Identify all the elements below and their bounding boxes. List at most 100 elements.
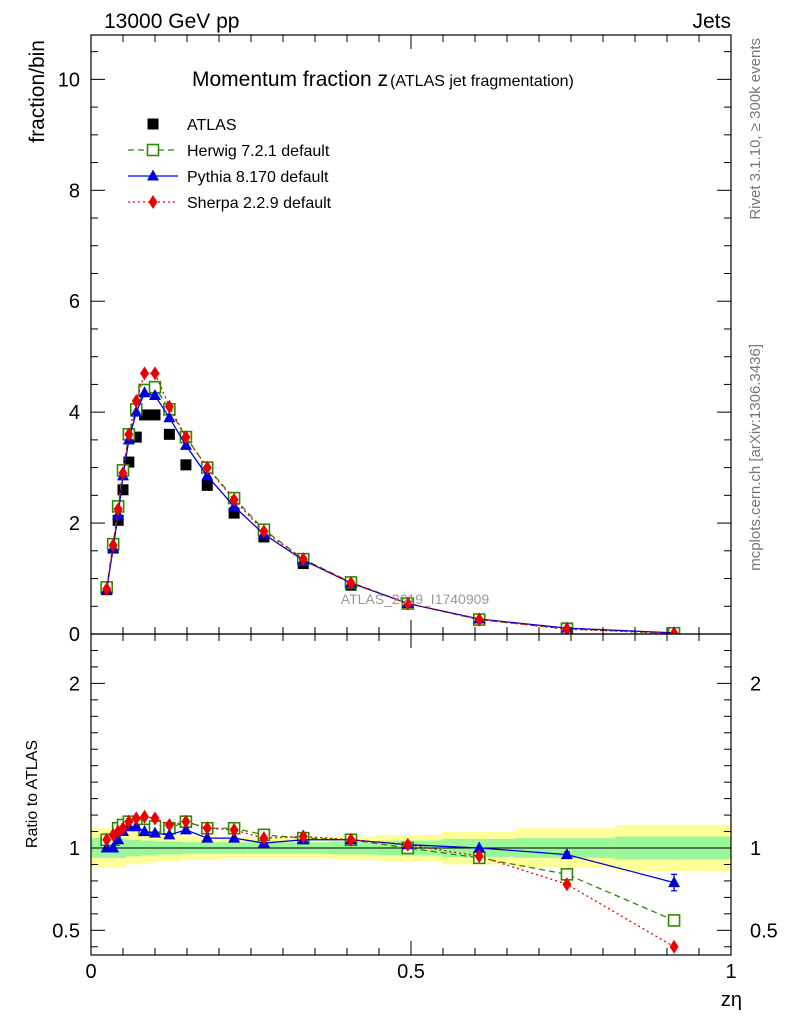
ratio-point-2: [298, 829, 308, 844]
legend-symbol-sherpa: [128, 195, 178, 209]
legend-entry-sherpa: Sherpa 2.2.9 default: [128, 195, 332, 212]
ratio-point-2: [474, 849, 484, 864]
ratio-panel-frame: [90, 633, 732, 956]
ratio-point-2: [102, 832, 112, 847]
main-point-3: [403, 596, 413, 611]
main-point-2: [149, 389, 161, 401]
main-point-0: [123, 456, 135, 468]
main-point-3: [562, 622, 572, 634]
ratio-point-2: [346, 832, 356, 847]
main-point-0: [149, 409, 161, 421]
main-y-tick-label: 0: [69, 624, 80, 646]
ratio-y-tick-label-right: 2: [750, 673, 761, 695]
chart-title-main: Momentum fraction z: [192, 68, 388, 91]
ratio-y-tick-label: 0.5: [52, 920, 80, 942]
main-point-3: [118, 466, 128, 481]
ratio-point-2: [202, 821, 212, 836]
legend-marker: [146, 143, 160, 157]
legend-label-atlas: ATLAS: [187, 117, 237, 134]
main-point-2: [130, 405, 143, 417]
legend-marker: [147, 118, 159, 130]
ratio-point-2: [150, 811, 160, 826]
main-point-3: [150, 366, 160, 381]
main-point-2: [163, 411, 176, 423]
main-y-tick-label: 10: [58, 69, 80, 91]
main-point-3: [259, 524, 269, 539]
legend-label-sherpa: Sherpa 2.2.9 default: [187, 195, 332, 212]
main-y-tick-label: 8: [69, 180, 80, 202]
ratio-point-1: [163, 828, 176, 840]
x-tick-label: 0.5: [397, 961, 425, 983]
main-point-0: [201, 479, 213, 491]
legend-label-pythia: Pythia 8.170 default: [187, 169, 329, 186]
ratio-xlabel: zη: [721, 989, 742, 1011]
main-point-3: [113, 502, 123, 517]
legend-marker: [148, 195, 158, 209]
ratio-point-2: [229, 822, 239, 837]
ratio-y-tick-label-right: 0.5: [750, 920, 778, 942]
ratio-point-2: [124, 814, 134, 829]
ratio-point-1: [138, 825, 151, 837]
ratio-series-layer: [100, 809, 681, 954]
main-point-3: [669, 626, 679, 634]
ratio-point-2: [181, 814, 191, 829]
main-point-0: [180, 459, 192, 471]
main-ylabel: fraction/bin: [26, 40, 49, 143]
main-y-tick-label: 2: [69, 513, 80, 535]
main-point-3: [140, 366, 150, 381]
main-point-0: [112, 514, 124, 526]
ratio-point-1: [112, 833, 125, 845]
axis-ticks: [90, 35, 732, 955]
ratio-point-1: [201, 831, 214, 843]
legend-label-herwig: Herwig 7.2.1 default: [187, 143, 330, 160]
legend-entry-pythia: Pythia 8.170 default: [128, 169, 329, 186]
main-point-0: [228, 507, 240, 519]
main-point-3: [108, 538, 118, 553]
main-point-3: [102, 582, 112, 597]
ratio-point-2: [131, 811, 141, 826]
main-point-3: [181, 430, 191, 445]
main-point-3: [124, 427, 134, 442]
legend-symbol-atlas: [147, 118, 159, 130]
ratio-point-1: [179, 823, 192, 835]
legend-symbol-pythia: [128, 169, 178, 181]
main-y-tick-label: 4: [69, 402, 80, 424]
main-point-3: [202, 460, 212, 475]
ratio-point-1: [107, 841, 120, 853]
header-energy: 13000 GeV pp: [104, 10, 239, 33]
main-series-layer: [100, 366, 681, 634]
legend-symbol-herwig: [128, 143, 178, 157]
legend-entry-herwig: Herwig 7.2.1 default: [128, 143, 330, 160]
ratio-y-tick-label: 1: [69, 838, 80, 860]
ratio-point-2: [259, 831, 269, 846]
legend-entry-atlas: ATLAS: [147, 117, 237, 134]
ratio-point-2: [118, 821, 128, 836]
source-label: mcplots.cern.ch [arXiv:1306.3436]: [747, 344, 764, 571]
ratio-point-1: [560, 848, 573, 860]
analysis-id: ATLAS_2019_I1740909: [341, 591, 490, 607]
rivet-label: Rivet 3.1.10, ≥ 300k events: [747, 38, 764, 220]
ratio-point-2: [562, 877, 572, 892]
main-point-0: [163, 428, 175, 440]
main-point-3: [298, 552, 308, 567]
ratio-point-2: [140, 809, 150, 824]
main-point-2: [201, 469, 214, 481]
legend: ATLAS Herwig 7.2.1 default Pythia 8.170 …: [128, 117, 332, 212]
ratio-point-1: [149, 826, 161, 838]
ratio-point-1: [130, 820, 143, 832]
ratio-point-0: [667, 914, 681, 927]
ratio-y-tick-label-right: 1: [750, 838, 761, 860]
x-tick-label: 1: [725, 961, 736, 983]
ratio-point-1: [473, 841, 486, 853]
main-point-0: [117, 484, 129, 496]
main-point-3: [131, 394, 141, 409]
main-point-3: [474, 612, 484, 627]
ratio-point-1: [668, 876, 681, 888]
main-point-3: [346, 575, 356, 590]
x-tick-label: 0: [85, 961, 96, 983]
main-point-0: [139, 409, 151, 421]
ratio-y-tick-label: 2: [69, 673, 80, 695]
